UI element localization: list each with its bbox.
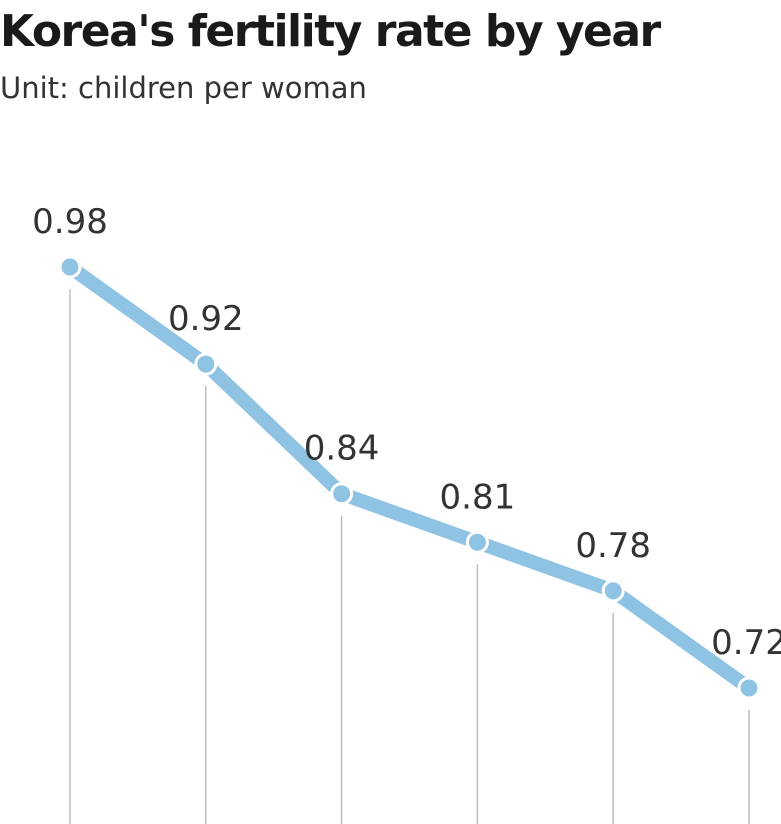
data-label: 0.98 [32, 202, 108, 242]
data-point [737, 676, 761, 700]
chart-subtitle: Unit: children per woman [0, 71, 367, 105]
data-point [194, 352, 218, 376]
data-label: 0.72 [711, 623, 781, 663]
series-line [65, 261, 754, 694]
data-label: 0.81 [440, 477, 516, 517]
data-point [601, 579, 625, 603]
data-label: 0.92 [168, 299, 244, 339]
data-point [58, 255, 82, 279]
data-point [465, 530, 489, 554]
chart-title: Korea's fertility rate by year [0, 6, 662, 57]
data-label: 0.78 [575, 526, 651, 566]
data-point [330, 482, 354, 506]
data-label: 0.84 [304, 429, 380, 469]
